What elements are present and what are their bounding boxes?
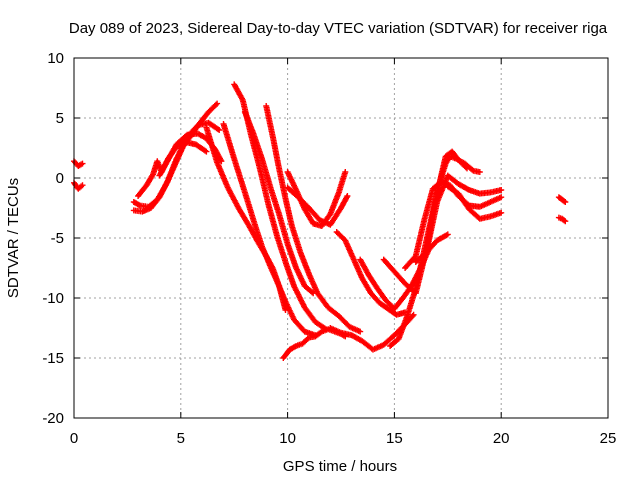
data-point: [561, 217, 568, 224]
data-point: [212, 101, 219, 108]
series-arc-b: [71, 179, 86, 192]
data-point: [342, 169, 349, 175]
y-tick-label: -10: [42, 290, 64, 307]
data-point: [344, 193, 351, 199]
y-axis-label: SDTVAR / TECUs: [5, 178, 22, 298]
data-point: [498, 194, 505, 201]
series-arc-k: [263, 103, 364, 335]
y-tick-label: 10: [47, 50, 64, 67]
data-point: [561, 198, 568, 205]
y-tick-label: -20: [42, 410, 64, 427]
data-point: [498, 187, 505, 193]
data-point: [462, 164, 469, 171]
series-arc-x: [555, 214, 569, 225]
y-tick-label: 0: [56, 170, 64, 187]
x-axis-label: GPS time / hours: [283, 458, 397, 475]
data-point: [562, 218, 569, 225]
data-points: [71, 81, 569, 361]
series-arc-q: [357, 231, 451, 312]
x-tick-label: 10: [279, 430, 296, 447]
x-tick-label: 0: [70, 430, 78, 447]
x-tick-label: 5: [177, 430, 185, 447]
axis-ticks: 0 5 10 15 20 25 -20 -15 -10 -5 0 5 10: [42, 50, 616, 447]
y-tick-label: -15: [42, 350, 64, 367]
series-arc-h: [220, 121, 319, 339]
data-point: [476, 169, 483, 175]
x-tick-label: 25: [600, 430, 617, 447]
data-point: [410, 311, 417, 318]
series-arc-j: [241, 109, 317, 297]
chart-title: Day 089 of 2023, Sidereal Day-to-day VTE…: [69, 20, 608, 37]
x-tick-label: 20: [493, 430, 510, 447]
y-tick-label: 5: [56, 110, 64, 127]
data-point: [562, 199, 569, 205]
series-arc-u: [444, 183, 505, 222]
data-point: [203, 148, 210, 155]
data-point: [498, 209, 505, 216]
data-point: [216, 127, 223, 133]
series-arc-w: [555, 194, 569, 205]
x-tick-label: 15: [386, 430, 403, 447]
data-point: [202, 147, 209, 154]
data-point: [357, 328, 364, 335]
data-point: [464, 165, 470, 172]
plot-frame: [73, 57, 609, 419]
data-point: [79, 182, 86, 189]
series-arc-t: [402, 178, 505, 271]
data-point: [214, 100, 221, 107]
series-arc-v: [412, 172, 505, 265]
data-point: [444, 231, 451, 238]
y-tick-label: -5: [51, 230, 64, 247]
series-arc-a: [71, 158, 86, 169]
series-arc-n: [284, 184, 351, 228]
data-point: [79, 160, 86, 167]
series-arc-p: [333, 229, 409, 318]
data-point: [409, 313, 416, 319]
